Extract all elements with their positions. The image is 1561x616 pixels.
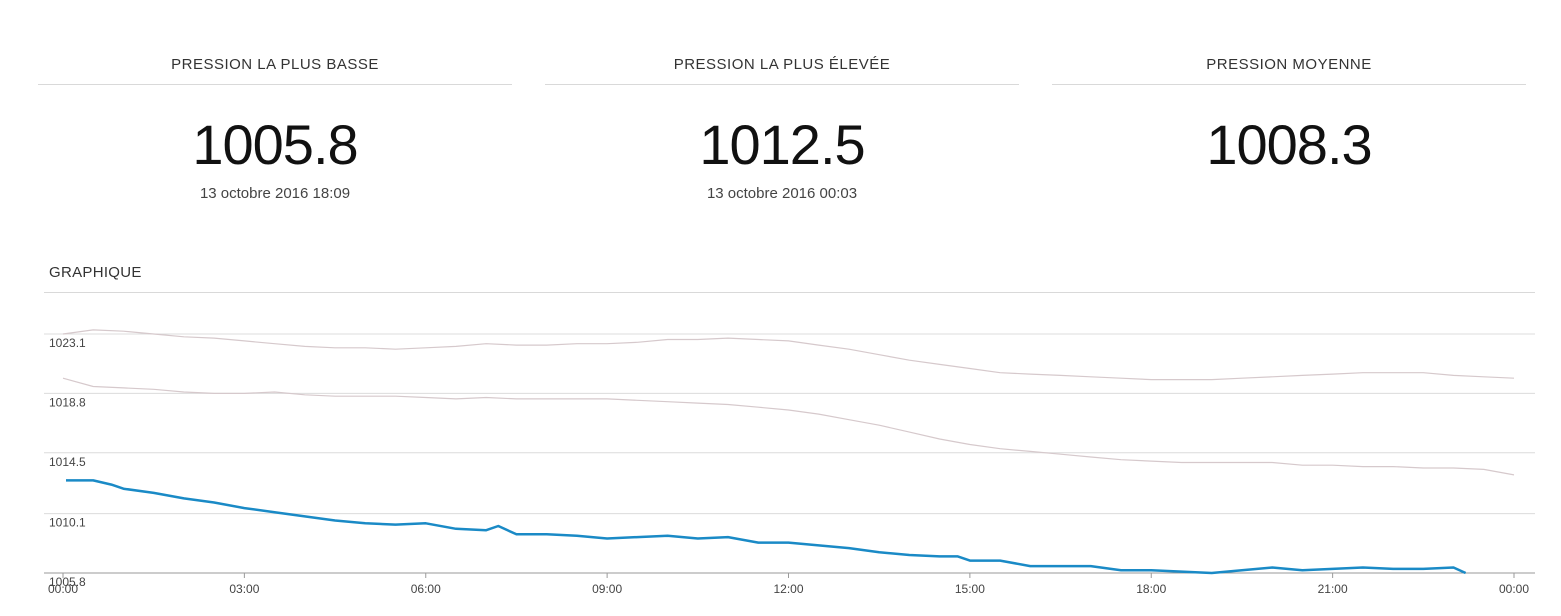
x-tick-label: 09:00 xyxy=(592,582,622,596)
stat-lowest-value: 1005.8 xyxy=(192,113,358,176)
x-tick-label: 00:00 xyxy=(48,582,78,596)
stat-lowest-title: PRESSION LA PLUS BASSE xyxy=(38,56,512,85)
chart-axes: 1005.8 1010.1 1014.5 1018.8 1023.1 00:00 03:00… xyxy=(48,336,1529,596)
x-tick-label: 21:00 xyxy=(1318,582,1348,596)
y-tick-label: 1018.8 xyxy=(49,395,86,409)
x-tick-label: 06:00 xyxy=(411,582,441,596)
y-tick-label: 1023.1 xyxy=(49,336,86,350)
stat-lowest-pressure: PRESSION LA PLUS BASSE 1005.8 13 octobre… xyxy=(38,0,512,202)
series-line-reference-upper xyxy=(62,329,1515,381)
chart-grid xyxy=(44,333,1535,574)
y-tick-label: 1014.5 xyxy=(49,455,86,469)
stat-highest-title: PRESSION LA PLUS ÉLEVÉE xyxy=(545,56,1019,85)
x-tick-label: 15:00 xyxy=(955,582,985,596)
stat-highest-value: 1012.5 xyxy=(699,113,865,176)
y-tick-label: 1010.1 xyxy=(49,516,86,530)
stat-average-pressure: PRESSION MOYENNE 1008.3 xyxy=(1052,0,1526,177)
x-tick-label: 12:00 xyxy=(773,582,803,596)
stat-highest-date: 13 octobre 2016 00:03 xyxy=(706,185,858,202)
y-tick-label: 1005.8 xyxy=(49,575,86,589)
graph-section-divider xyxy=(44,292,1535,293)
x-tick-label: 18:00 xyxy=(1136,582,1166,596)
x-tick-label: 03:00 xyxy=(229,582,259,596)
graph-section-title: GRAPHIQUE xyxy=(49,264,142,281)
series-line-reference-lower xyxy=(62,377,1515,476)
stat-average-title: PRESSION MOYENNE xyxy=(1052,56,1526,85)
series-line-current xyxy=(66,479,1467,575)
stat-average-value: 1008.3 xyxy=(1206,113,1372,176)
chart-series xyxy=(62,329,1515,575)
x-tick-label: 00:00 xyxy=(1499,582,1529,596)
stat-lowest-date: 13 octobre 2016 18:09 xyxy=(199,185,351,202)
stat-highest-pressure: PRESSION LA PLUS ÉLEVÉE 1012.5 13 octobr… xyxy=(545,0,1019,202)
